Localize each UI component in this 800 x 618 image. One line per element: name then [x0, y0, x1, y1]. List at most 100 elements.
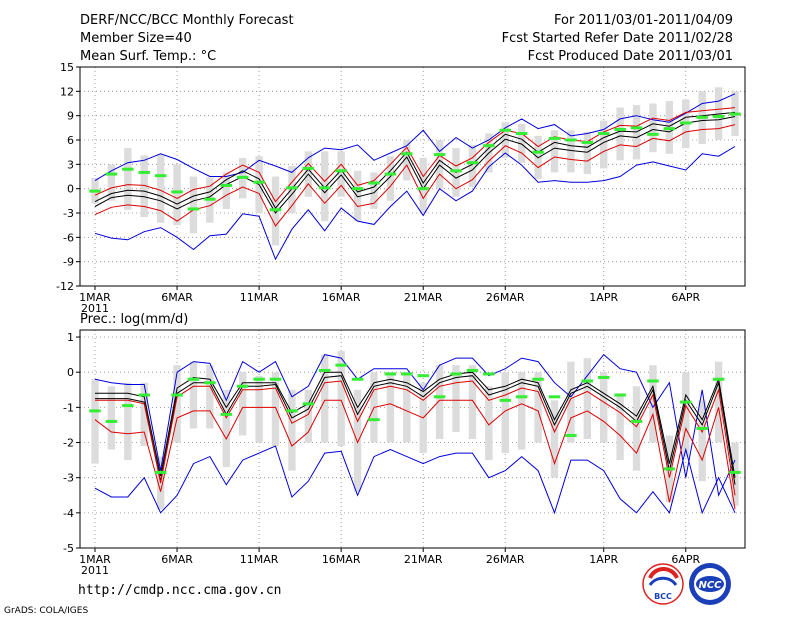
member-marker: [253, 180, 265, 184]
spread-bar: [583, 358, 591, 439]
member-marker: [204, 197, 216, 201]
spread-bar: [698, 400, 706, 482]
spread-bar: [304, 389, 313, 443]
produced-date: Fcst Produced Date 2011/03/01: [528, 49, 733, 64]
spread-bar: [321, 354, 329, 443]
member-marker: [384, 372, 397, 376]
member-marker: [236, 384, 249, 388]
member-marker: [105, 172, 118, 176]
member-marker: [417, 187, 429, 191]
plot-frame: [79, 66, 746, 287]
y-tick-label: -9: [63, 256, 74, 269]
member-marker: [499, 398, 511, 402]
spread-bar: [435, 365, 444, 439]
member-marker: [319, 368, 331, 372]
precip-variable-label: Prec.: log(mm/d): [80, 312, 188, 327]
member-marker: [565, 433, 577, 437]
spread-bar: [386, 372, 395, 443]
spread-bar: [107, 386, 116, 450]
member-size: Member Size=40: [80, 31, 192, 46]
x-tick-label: 11MAR: [240, 291, 279, 304]
series-line-upper: [94, 93, 736, 182]
member-marker: [319, 186, 331, 190]
x-tick-year-label: 2011: [81, 564, 109, 577]
member-marker: [581, 140, 594, 144]
member-marker: [680, 121, 692, 125]
spread-bar: [485, 386, 493, 461]
spread-bar: [124, 148, 132, 210]
figure-title: DERF/NCC/BCC Monthly Forecast: [80, 13, 294, 28]
spread-bar: [600, 372, 608, 443]
member-marker: [466, 161, 479, 165]
member-marker: [122, 404, 134, 408]
member-marker: [696, 426, 708, 430]
ncc-logo: NCC: [689, 563, 731, 605]
spread-bar: [649, 103, 657, 153]
member-marker: [729, 470, 741, 474]
member-marker: [302, 166, 315, 170]
member-marker: [483, 144, 495, 148]
member-marker: [515, 132, 528, 136]
bcc-logo: BCC: [642, 563, 684, 605]
series-line-red_lower: [94, 399, 736, 510]
spread-bar: [271, 372, 280, 447]
spread-bar: [239, 372, 247, 436]
spread-bar: [222, 172, 230, 209]
member-marker: [630, 126, 643, 130]
y-tick-label: 15: [60, 61, 74, 74]
spread-bar: [468, 144, 477, 188]
member-marker: [450, 169, 462, 173]
spread-bar: [731, 442, 739, 506]
source-url[interactable]: http://cmdp.ncc.cma.gov.cn: [78, 583, 282, 598]
spread-bar: [501, 372, 509, 454]
x-tick-label: 21MAR: [404, 553, 443, 566]
series-line-black2: [94, 111, 736, 209]
spread-bar: [370, 172, 378, 209]
series-line-red_lower: [94, 124, 736, 227]
series-line-red_upper: [94, 107, 736, 203]
spread-bar: [435, 140, 444, 189]
member-marker: [351, 377, 364, 381]
spread-bar: [452, 365, 460, 432]
member-marker: [499, 128, 511, 132]
x-tick-label: 16MAR: [322, 553, 361, 566]
member-marker: [171, 190, 183, 194]
spread-bar: [616, 393, 624, 461]
member-marker: [220, 183, 233, 187]
x-tick-label: 21MAR: [404, 291, 443, 304]
member-marker: [450, 372, 462, 376]
member-marker: [351, 187, 364, 191]
spread-bar: [517, 372, 526, 450]
spread-bar: [337, 351, 345, 447]
spread-bar: [189, 176, 198, 234]
x-tick-label: 26MAR: [486, 553, 525, 566]
bcc-logo-text: BCC: [654, 592, 672, 601]
x-tick-label: 6APR: [671, 553, 700, 566]
member-marker: [597, 132, 610, 136]
member-marker: [401, 152, 413, 156]
series-line-mean: [95, 375, 736, 485]
series-line-red_upper: [95, 380, 736, 496]
spread-bar: [714, 361, 723, 443]
y-tick-label: 3: [67, 158, 74, 171]
spread-bar: [550, 130, 559, 173]
member-marker: [253, 377, 265, 381]
series-line-upper: [94, 353, 736, 498]
member-marker: [532, 150, 544, 154]
spread-bar: [649, 365, 657, 443]
spread-bar: [140, 155, 148, 218]
member-marker: [417, 374, 429, 378]
spread-bar: [567, 361, 575, 443]
member-marker: [565, 138, 577, 142]
member-marker: [236, 175, 249, 179]
spread-bar: [140, 382, 148, 447]
member-marker: [663, 127, 676, 131]
member-marker: [433, 395, 446, 399]
y-tick-label: -4: [63, 507, 74, 520]
grads-credit: GrADS: COLA/IGES: [4, 606, 88, 616]
spread-bar: [403, 372, 411, 443]
member-marker: [269, 208, 282, 212]
spread-bar: [124, 382, 132, 461]
spread-bar: [600, 120, 608, 169]
